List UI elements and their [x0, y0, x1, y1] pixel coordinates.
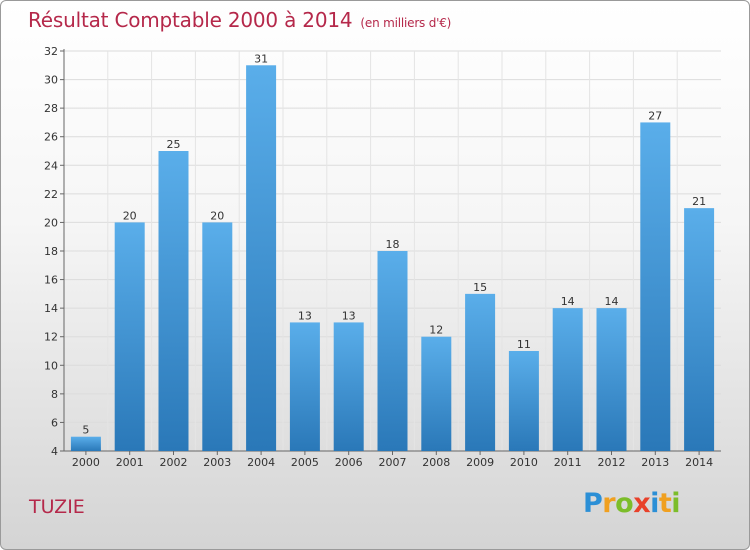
data-label-2000: 5 — [82, 424, 89, 437]
data-label-2014: 21 — [692, 195, 706, 208]
y-tick-label: 32 — [44, 45, 58, 58]
y-tick-label: 22 — [44, 188, 58, 201]
data-label-2003: 20 — [210, 209, 224, 222]
bar-2006 — [333, 322, 364, 451]
data-label-2012: 14 — [605, 295, 619, 308]
y-tick-label: 14 — [44, 302, 58, 315]
bar-2002 — [158, 151, 189, 451]
labels: 4 6 8 10 12 14 16 18 20 22 24 26 28 30 32 5 2000 20 2001 25… — [44, 45, 713, 469]
bar-2008 — [421, 336, 452, 451]
x-tick-label-2011: 2011 — [554, 456, 582, 469]
x-tick-label-2005: 2005 — [291, 456, 319, 469]
proxiti-logo: Proxiti — [583, 488, 681, 519]
y-tick-label: 20 — [44, 216, 58, 229]
chart-title-text: Résultat Comptable 2000 à 2014 — [28, 8, 353, 32]
data-label-2004: 31 — [254, 52, 268, 65]
logo-letter: i — [650, 488, 659, 519]
data-label-2013: 27 — [648, 109, 662, 122]
x-tick-label-2006: 2006 — [335, 456, 363, 469]
y-tick-label: 28 — [44, 102, 58, 115]
bar-2014 — [684, 208, 715, 451]
data-label-2005: 13 — [298, 309, 312, 322]
bar-2007 — [377, 251, 408, 451]
logo-letter: P — [583, 488, 603, 519]
bar-2004 — [246, 65, 277, 452]
data-label-2010: 11 — [517, 338, 531, 351]
y-tick-label: 24 — [44, 159, 58, 172]
x-tick-label-2014: 2014 — [685, 456, 713, 469]
bar-2011 — [552, 308, 583, 451]
chart-title: Résultat Comptable 2000 à 2014 (en millie… — [28, 8, 451, 32]
bar-2012 — [596, 308, 627, 451]
x-tick-label-2008: 2008 — [422, 456, 450, 469]
data-label-2002: 25 — [167, 138, 181, 151]
x-tick-label-2002: 2002 — [160, 456, 188, 469]
x-tick-label-2000: 2000 — [72, 456, 100, 469]
logo-letter: t — [658, 488, 672, 519]
commune-name: TUZIE — [29, 496, 85, 518]
bar-2000 — [70, 436, 101, 451]
x-tick-label-2009: 2009 — [466, 456, 494, 469]
y-tick-label: 8 — [51, 388, 58, 401]
y-tick-label: 26 — [44, 131, 58, 144]
bar-2001 — [114, 222, 145, 451]
x-tick-label-2007: 2007 — [379, 456, 407, 469]
chart-subtitle: (en milliers d'€) — [360, 16, 452, 30]
x-tick-label-2013: 2013 — [641, 456, 669, 469]
bars — [70, 65, 715, 452]
data-label-2009: 15 — [473, 281, 487, 294]
y-tick-label: 6 — [51, 416, 58, 429]
x-tick-label-2001: 2001 — [116, 456, 144, 469]
y-tick-label: 12 — [44, 331, 58, 344]
x-tick-label-2012: 2012 — [598, 456, 626, 469]
y-tick-label: 18 — [44, 245, 58, 258]
y-tick-label: 10 — [44, 359, 58, 372]
data-label-2006: 13 — [342, 309, 356, 322]
bar-2003 — [202, 222, 233, 451]
logo-letter: i — [671, 488, 681, 519]
bar-2005 — [289, 322, 320, 451]
logo-letter: o — [615, 488, 634, 519]
bar-2009 — [465, 293, 496, 451]
bar-2013 — [640, 122, 671, 451]
y-tick-label: 16 — [44, 274, 58, 287]
x-tick-label-2010: 2010 — [510, 456, 538, 469]
y-tick-label: 4 — [51, 445, 58, 458]
data-label-2007: 18 — [386, 238, 400, 251]
data-label-2008: 12 — [429, 324, 443, 337]
logo-letter: x — [633, 488, 651, 519]
x-tick-label-2003: 2003 — [203, 456, 231, 469]
logo-letter: r — [602, 488, 616, 519]
data-label-2011: 14 — [561, 295, 575, 308]
bar-2010 — [508, 351, 539, 451]
data-label-2001: 20 — [123, 209, 137, 222]
y-tick-label: 30 — [44, 74, 58, 87]
x-tick-label-2004: 2004 — [247, 456, 275, 469]
